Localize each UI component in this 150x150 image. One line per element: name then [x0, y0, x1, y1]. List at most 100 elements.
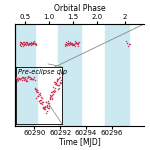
Point	[22, 43, 25, 45]
Point	[78, 41, 80, 43]
Point	[25, 41, 28, 44]
Point	[27, 76, 30, 78]
Point	[64, 45, 66, 47]
Point	[29, 42, 32, 45]
Point	[37, 94, 39, 97]
Point	[20, 77, 22, 79]
Point	[30, 78, 33, 80]
Point	[52, 90, 55, 92]
Point	[31, 43, 33, 46]
Point	[46, 105, 48, 108]
Point	[76, 42, 78, 44]
Point	[40, 102, 42, 104]
Point	[24, 76, 26, 78]
Point	[47, 100, 49, 102]
Point	[28, 43, 31, 46]
Point	[18, 77, 21, 80]
Point	[53, 91, 55, 93]
Point	[59, 81, 61, 83]
Point	[33, 42, 35, 44]
Point	[39, 92, 41, 94]
Point	[48, 98, 51, 100]
Point	[22, 43, 24, 45]
Point	[25, 41, 27, 43]
Point	[31, 78, 33, 81]
Point	[40, 99, 43, 101]
Point	[54, 87, 56, 89]
Point	[27, 43, 29, 45]
Point	[28, 43, 30, 45]
Point	[45, 106, 48, 109]
Point	[32, 43, 35, 45]
Point	[69, 41, 71, 43]
Point	[15, 80, 18, 82]
Point	[64, 40, 67, 43]
Point	[77, 44, 79, 47]
Point	[28, 43, 31, 45]
Point	[76, 43, 79, 45]
Point	[23, 79, 25, 81]
Point	[25, 79, 27, 81]
Point	[38, 100, 40, 102]
Point	[46, 110, 48, 112]
Point	[35, 96, 37, 99]
Point	[34, 43, 37, 45]
Point	[22, 45, 24, 47]
Point	[38, 94, 41, 97]
Point	[27, 43, 29, 46]
Point	[59, 76, 61, 78]
Point	[26, 80, 28, 82]
Point	[45, 101, 48, 103]
Point	[41, 100, 43, 103]
Point	[58, 77, 60, 79]
Point	[26, 43, 28, 45]
Point	[54, 90, 56, 92]
Point	[23, 44, 25, 46]
Point	[33, 76, 35, 78]
Point	[21, 43, 24, 45]
Point	[49, 94, 51, 97]
Point	[25, 80, 27, 83]
Point	[67, 40, 69, 42]
Point	[65, 42, 68, 44]
Point	[21, 76, 24, 79]
Point	[57, 87, 60, 89]
Point	[30, 40, 33, 43]
Point	[28, 43, 30, 45]
Point	[72, 43, 74, 45]
Point	[29, 76, 31, 78]
Point	[76, 42, 78, 45]
Point	[28, 77, 31, 80]
Point	[37, 91, 40, 93]
X-axis label: Time [MJD]: Time [MJD]	[59, 138, 100, 147]
Point	[55, 78, 58, 80]
Point	[70, 42, 73, 44]
Point	[32, 77, 34, 80]
Point	[22, 77, 24, 80]
Point	[45, 101, 47, 103]
Point	[14, 76, 17, 78]
Point	[60, 79, 62, 82]
Point	[29, 43, 31, 45]
Point	[55, 82, 57, 84]
Point	[40, 96, 43, 99]
Point	[39, 99, 41, 101]
Bar	[58, 24, 81, 126]
Point	[34, 87, 36, 89]
Point	[29, 78, 32, 80]
Point	[27, 42, 30, 44]
Point	[58, 73, 60, 75]
Point	[32, 78, 34, 81]
Point	[30, 41, 33, 44]
Point	[38, 92, 40, 95]
Point	[57, 88, 59, 90]
Point	[66, 44, 68, 46]
Point	[75, 43, 78, 46]
Point	[52, 93, 54, 95]
Point	[34, 42, 36, 44]
Point	[75, 42, 78, 44]
Point	[38, 100, 40, 102]
Point	[74, 45, 76, 47]
Point	[68, 43, 71, 45]
Point	[43, 107, 45, 110]
